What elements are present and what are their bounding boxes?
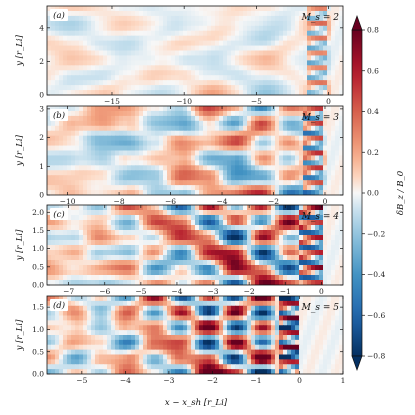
x-tick-label: −2 xyxy=(268,197,279,206)
y-tick-label: 4 xyxy=(39,23,44,32)
y-tick-label: 0 xyxy=(39,191,44,200)
mach-label: M_s = 4 xyxy=(301,212,340,222)
mach-label: M_s = 2 xyxy=(301,13,340,23)
y-tick-label: 1.0 xyxy=(32,244,44,253)
panel-2: −7 −6 −5 −4 −3 −2 −1 0 0.0 0.5 1.0 1.5 2.0 y [r_Li] (c… xyxy=(15,204,344,296)
colorbar-label: δB_z / B_0 xyxy=(396,170,406,215)
x-tick-label: −4 xyxy=(171,287,182,296)
panel-label-box xyxy=(50,9,68,21)
y-tick-label: 0.5 xyxy=(32,262,44,271)
y-tick-label: 3 xyxy=(39,104,44,113)
colorbar-tick-label: −0.8 xyxy=(367,352,385,361)
y-tick-label: 0 xyxy=(39,91,44,100)
x-tick-label: −3 xyxy=(163,376,174,385)
x-tick-label: 0 xyxy=(297,376,302,385)
panel-1: −10 −8 −6 −4 −2 0 0 1 2 3 y [r_Li] (b) M_s = 3 xyxy=(15,104,344,206)
panel-label: (b) xyxy=(53,110,65,121)
y-tick-label: 1.5 xyxy=(32,303,44,312)
x-tick-label: −2 xyxy=(244,287,255,296)
axes-frame xyxy=(46,5,344,96)
y-tick-label: 1.0 xyxy=(32,325,44,334)
x-tick-label: −5 xyxy=(76,376,87,385)
colorbar-tick-label: −0.4 xyxy=(367,270,385,279)
mach-label: M_s = 5 xyxy=(301,303,340,313)
axes-frame xyxy=(46,105,344,196)
panel-label: (c) xyxy=(53,209,64,220)
panel-label: (d) xyxy=(53,300,65,311)
panel-label-box xyxy=(50,299,68,311)
y-axis-label: y [r_Li] xyxy=(15,229,25,261)
heatmap-0 xyxy=(47,6,343,95)
y-tick-label: 2 xyxy=(39,133,44,142)
colorbar: 0.8 0.6 0.4 0.2 0.0 −0.2 −0.4 −0.6 −0.8 δB_z / B_… xyxy=(351,14,406,372)
x-tick-label: −6 xyxy=(99,287,110,296)
x-tick-label: −2 xyxy=(207,376,218,385)
panel-label-box xyxy=(50,208,68,220)
x-tick-label: 1 xyxy=(341,376,346,385)
x-tick-label: −15 xyxy=(104,97,120,106)
x-axis-label: x − x_sh [r_Li] xyxy=(165,398,228,408)
panel-0: −15 −10 −5 0 0 2 4 y [r_Li] (a) M_s = 2 xyxy=(15,5,344,106)
colorbar-tick-label: 0.2 xyxy=(367,148,379,157)
x-tick-label: −1 xyxy=(250,376,261,385)
y-tick-label: 2.0 xyxy=(32,208,44,217)
y-axis-label: y [r_Li] xyxy=(15,34,25,66)
colorbar-extend-low xyxy=(351,355,363,372)
y-tick-label: 2 xyxy=(39,57,44,66)
panel-3: −5 −4 −3 −2 −1 0 1 0.0 0.5 1.0 1.5 y [r_Li] (d) M_s =… xyxy=(15,295,346,385)
y-axis-label: y [r_Li] xyxy=(15,134,25,166)
x-tick-label: −4 xyxy=(216,197,227,206)
axes-frame xyxy=(46,204,344,286)
heatmap-2 xyxy=(47,205,343,285)
colorbar-tick-label: 0.6 xyxy=(367,66,379,75)
x-tick-label: −5 xyxy=(251,97,262,106)
x-tick-label: −10 xyxy=(176,97,192,106)
colorbar-tick-label: 0.8 xyxy=(367,26,379,35)
heatmap-1 xyxy=(47,106,343,195)
colorbar-tick-label: −0.2 xyxy=(367,229,385,238)
x-tick-label: −4 xyxy=(120,376,131,385)
colorbar-tick-label: 0.0 xyxy=(367,189,379,198)
x-tick-label: −7 xyxy=(63,287,74,296)
colorbar-gradient xyxy=(351,29,363,357)
x-tick-label: −10 xyxy=(60,197,76,206)
y-tick-label: 0.0 xyxy=(32,281,44,290)
y-tick-label: 1.5 xyxy=(32,226,44,235)
x-tick-label: 0 xyxy=(323,197,328,206)
panel-label: (a) xyxy=(53,10,65,21)
y-tick-label: 0.0 xyxy=(32,370,44,379)
x-tick-label: −5 xyxy=(135,287,146,296)
x-tick-label: −8 xyxy=(114,197,125,206)
axes-frame xyxy=(46,295,344,375)
y-tick-label: 1 xyxy=(39,162,44,171)
panel-label-box xyxy=(50,109,68,121)
x-tick-label: −3 xyxy=(208,287,219,296)
x-tick-label: −1 xyxy=(280,287,291,296)
colorbar-extend-high xyxy=(351,14,363,31)
mach-label: M_s = 3 xyxy=(301,113,340,123)
heatmap-3 xyxy=(47,296,343,374)
x-tick-label: 0 xyxy=(319,287,324,296)
colorbar-tick-label: 0.4 xyxy=(367,107,379,116)
y-axis-label: y [r_Li] xyxy=(15,319,25,351)
x-tick-label: −6 xyxy=(165,197,176,206)
x-tick-label: 0 xyxy=(326,97,331,106)
colorbar-tick-label: −0.6 xyxy=(367,311,385,320)
y-tick-label: 0.5 xyxy=(32,347,44,356)
